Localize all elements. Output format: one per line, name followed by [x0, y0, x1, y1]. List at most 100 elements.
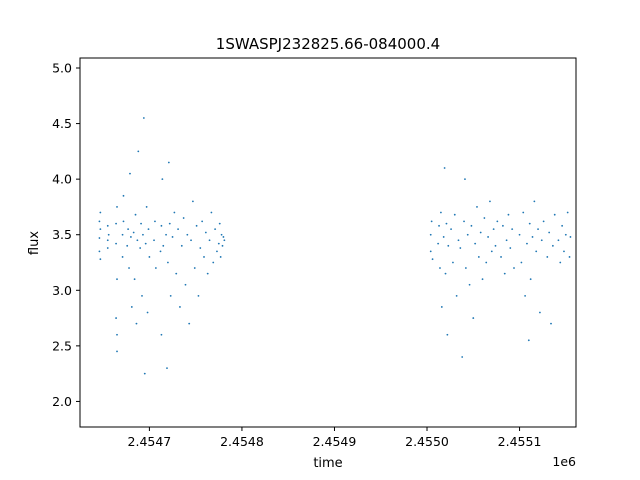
- y-tick-label: 3.5: [52, 227, 72, 242]
- data-point: [177, 228, 179, 231]
- plot-area-frame: [79, 57, 577, 428]
- data-point: [219, 256, 222, 258]
- data-point: [216, 250, 218, 253]
- data-point: [485, 261, 488, 264]
- data-point: [154, 220, 156, 223]
- data-point: [199, 247, 202, 249]
- data-point: [453, 213, 456, 216]
- data-point: [153, 239, 155, 242]
- data-point: [563, 250, 565, 253]
- data-point: [141, 294, 143, 297]
- data-point: [192, 200, 194, 203]
- data-point: [98, 250, 101, 253]
- data-point: [130, 306, 133, 308]
- data-point: [136, 239, 139, 242]
- y-tick-label: 4.5: [52, 116, 72, 131]
- data-point: [121, 256, 124, 258]
- data-point: [533, 200, 536, 203]
- data-point: [531, 236, 534, 238]
- data-point: [540, 239, 543, 242]
- data-point: [165, 233, 167, 236]
- data-point: [206, 272, 209, 275]
- data-point: [429, 250, 432, 253]
- data-point: [106, 239, 109, 242]
- data-point: [527, 339, 530, 342]
- data-point: [443, 167, 446, 169]
- data-point: [457, 239, 460, 242]
- data-point: [122, 220, 125, 223]
- data-point: [173, 211, 176, 214]
- data-point: [507, 213, 510, 216]
- data-point: [214, 228, 217, 231]
- data-point: [128, 267, 130, 269]
- data-point: [489, 200, 491, 203]
- data-point: [529, 278, 532, 281]
- data-point: [193, 267, 196, 269]
- data-point: [203, 256, 205, 258]
- data-point: [535, 250, 538, 253]
- data-point: [445, 222, 448, 225]
- data-point: [526, 242, 528, 245]
- data-point: [201, 220, 204, 223]
- data-point: [559, 261, 562, 264]
- data-point: [520, 261, 523, 264]
- data-point: [444, 272, 447, 275]
- data-point: [490, 250, 493, 253]
- data-point: [463, 220, 465, 223]
- data-point: [481, 278, 484, 281]
- data-point: [197, 294, 200, 297]
- data-point: [494, 244, 497, 247]
- data-point: [557, 239, 560, 242]
- data-point: [115, 222, 117, 225]
- data-point: [217, 242, 220, 245]
- data-point: [204, 231, 207, 234]
- data-point: [168, 222, 171, 225]
- data-point: [440, 306, 443, 308]
- data-point: [144, 242, 147, 245]
- data-point: [220, 233, 223, 236]
- data-point: [566, 211, 569, 214]
- data-points: [98, 117, 572, 375]
- data-point: [446, 333, 449, 336]
- data-point: [455, 294, 458, 297]
- data-point: [440, 211, 442, 214]
- data-point: [464, 178, 466, 181]
- data-point: [121, 233, 124, 236]
- data-point: [437, 242, 440, 245]
- data-point: [466, 233, 469, 236]
- data-point: [162, 244, 165, 247]
- data-point: [221, 244, 224, 247]
- data-point: [551, 244, 554, 247]
- data-point: [464, 267, 467, 269]
- data-point: [195, 224, 198, 227]
- data-point: [223, 239, 226, 242]
- data-point: [175, 272, 178, 275]
- data-point: [139, 247, 142, 249]
- data-point: [500, 256, 502, 258]
- data-point: [188, 322, 191, 325]
- data-point: [511, 228, 514, 231]
- data-point: [553, 213, 556, 216]
- chart-title: 1SWASPJ232825.66-084000.4: [216, 35, 440, 53]
- data-point: [115, 317, 117, 319]
- data-point: [159, 250, 162, 253]
- data-point: [140, 222, 142, 225]
- data-point: [487, 236, 489, 238]
- data-point: [442, 236, 445, 238]
- data-point: [99, 228, 102, 231]
- data-point: [129, 172, 131, 175]
- data-point: [210, 211, 213, 214]
- data-point: [142, 117, 145, 119]
- data-point: [539, 311, 541, 314]
- data-point: [439, 267, 441, 269]
- data-point: [122, 194, 125, 197]
- data-point: [452, 261, 454, 264]
- data-point: [146, 311, 149, 314]
- data-point: [503, 272, 506, 275]
- data-point: [186, 233, 189, 236]
- data-point: [98, 220, 101, 223]
- data-point: [127, 228, 130, 231]
- data-point: [160, 333, 163, 336]
- data-point: [450, 228, 452, 231]
- data-point: [218, 222, 221, 225]
